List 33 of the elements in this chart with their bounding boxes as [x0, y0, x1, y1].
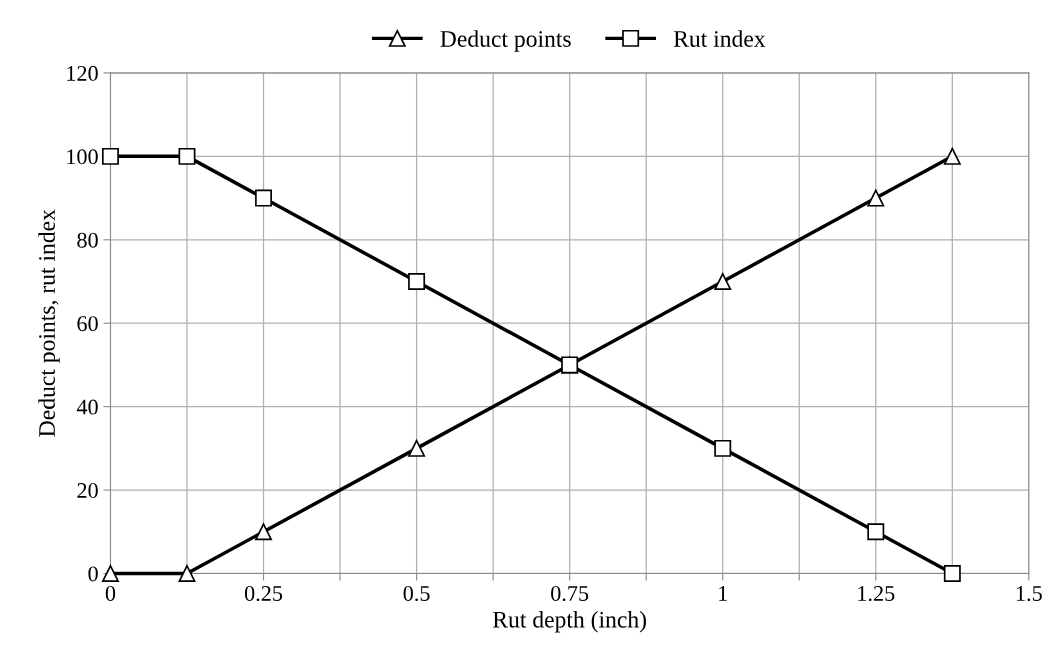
- y-tick-label: 60: [77, 316, 98, 332]
- legend-label: Rut index: [673, 30, 766, 47]
- point: [714, 439, 732, 457]
- x-tick-label: 1: [719, 586, 727, 601]
- y-tick-label: 40: [76, 399, 98, 415]
- point: [714, 273, 732, 290]
- point: [255, 523, 273, 541]
- legend-label: Deduct points: [440, 30, 571, 52]
- x-axis-title: Rut depth (inch): [492, 611, 646, 633]
- point: [867, 523, 885, 541]
- x-tick-label: 1.5: [1016, 586, 1042, 602]
- y-tick-label: 100: [67, 149, 98, 165]
- point: [943, 565, 961, 582]
- point: [943, 147, 961, 165]
- point: [408, 273, 426, 290]
- point: [178, 565, 196, 582]
- y-tick-label: 0: [88, 566, 98, 582]
- point: [408, 439, 426, 457]
- x-tick-label: 1.25: [858, 586, 895, 602]
- y-axis-title: Deduct points, rut index: [38, 209, 60, 437]
- y-tick-label: 80: [77, 232, 98, 248]
- point: [255, 189, 273, 207]
- point: [867, 189, 885, 207]
- x-tick-label: 0: [105, 585, 116, 601]
- point: [561, 356, 579, 374]
- x-tick-label: 0.5: [403, 585, 430, 602]
- y-tick-label: 20: [77, 483, 98, 498]
- point: [178, 147, 196, 165]
- point: [101, 147, 119, 165]
- point: [101, 565, 119, 582]
- y-tick-label: 120: [67, 65, 98, 81]
- x-tick-label: 0.25: [244, 585, 283, 602]
- x-tick-label: 0.75: [551, 585, 589, 602]
